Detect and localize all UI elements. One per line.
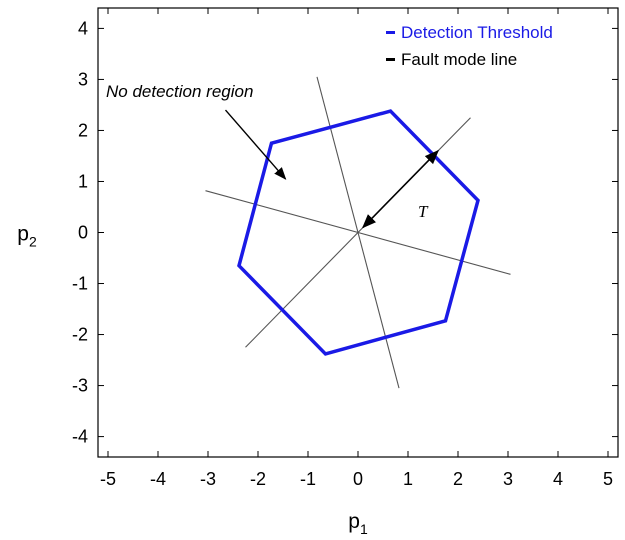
arrow-threshold-t <box>361 149 440 229</box>
x-tick-label: -4 <box>150 469 166 489</box>
fault-mode-lines <box>205 76 511 389</box>
y-tick-label: 0 <box>78 223 88 243</box>
axes-box <box>97 7 619 458</box>
x-tick-label: 0 <box>353 469 363 489</box>
x-tick-label: -1 <box>300 469 316 489</box>
legend-label-detection-threshold: Detection Threshold <box>401 23 553 42</box>
y-tick-label: 4 <box>78 18 88 38</box>
x-axis-label: p1 <box>348 510 368 537</box>
tick-labels: -5 -4 -3 -2 -1 0 1 2 3 4 5 -4 -3 -2 -1 0 1 2 3 4 <box>72 18 613 489</box>
ticks <box>98 8 618 457</box>
x-tick-label: 1 <box>403 469 413 489</box>
annotation-no-detection-region: No detection region <box>106 82 253 101</box>
detection-threshold <box>237 109 480 356</box>
legend-swatch-detection-threshold <box>386 31 395 34</box>
annotation-threshold-t: T <box>418 202 429 221</box>
x-tick-label: 3 <box>503 469 513 489</box>
legend-label-fault-mode-line: Fault mode line <box>401 50 517 69</box>
y-axis-label: p2 <box>17 223 37 250</box>
annotations <box>224 109 440 229</box>
fault-mode-line-3 <box>316 76 400 389</box>
x-tick-label: 4 <box>553 469 563 489</box>
x-tick-label: -3 <box>200 469 216 489</box>
y-tick-label: 2 <box>78 120 88 140</box>
y-tick-label: -1 <box>72 274 88 294</box>
y-tick-label: -2 <box>72 325 88 345</box>
arrow-no-detection-region <box>224 109 287 180</box>
y-tick-label: -3 <box>72 376 88 396</box>
legend: Detection Threshold Fault mode line <box>386 23 553 69</box>
detection-threshold-polygon <box>237 109 480 356</box>
x-tick-label: -2 <box>250 469 266 489</box>
x-tick-label: 5 <box>603 469 613 489</box>
y-tick-label: 3 <box>78 69 88 89</box>
legend-swatch-fault-mode-line <box>386 58 395 61</box>
y-tick-label: -4 <box>72 427 88 447</box>
y-tick-label: 1 <box>78 171 88 191</box>
x-tick-label: 2 <box>453 469 463 489</box>
x-tick-label: -5 <box>100 469 116 489</box>
